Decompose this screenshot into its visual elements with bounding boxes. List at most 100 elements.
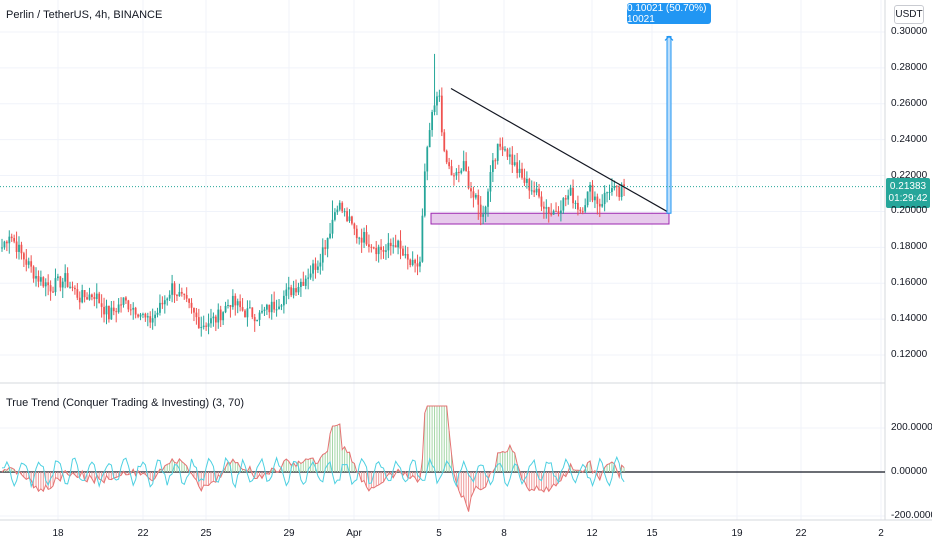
true-trend-oscillator xyxy=(0,405,885,512)
candle-body xyxy=(49,285,52,292)
price-axis-tick: 0.30000 xyxy=(891,26,928,37)
candle-body xyxy=(275,309,278,311)
candle-body xyxy=(594,196,596,201)
candle-body xyxy=(387,242,390,251)
candle-body xyxy=(394,245,397,248)
candle-body xyxy=(336,209,339,213)
candle-body xyxy=(453,175,455,177)
candle-body xyxy=(467,171,470,189)
currency-button[interactable]: USDT xyxy=(894,5,924,24)
candle-body xyxy=(525,178,528,183)
price-axis-tick: 0.12000 xyxy=(891,349,928,360)
candle-body xyxy=(129,309,132,311)
candle-body xyxy=(460,170,463,173)
candle-body xyxy=(319,262,322,267)
candle-body xyxy=(496,143,499,161)
candle-body xyxy=(540,196,543,207)
candle-body xyxy=(409,259,412,265)
candle-body xyxy=(30,261,33,267)
candle-body xyxy=(108,305,110,320)
candle-body xyxy=(382,249,385,252)
candle-body xyxy=(555,210,557,212)
candle-body xyxy=(433,105,436,112)
candle-body xyxy=(365,231,368,245)
candle-body xyxy=(470,188,472,192)
candle-body xyxy=(385,250,387,252)
candle-body xyxy=(533,190,536,193)
candle-body xyxy=(295,288,297,293)
candle-body xyxy=(139,314,142,317)
candle-body xyxy=(59,276,62,288)
candle-body xyxy=(321,247,324,263)
candle-body xyxy=(88,294,91,300)
current-price-tag: 0.21383 01:29:42 xyxy=(886,178,930,208)
candle-body xyxy=(222,312,225,321)
candle-body xyxy=(20,244,23,254)
candle-body xyxy=(98,293,101,304)
candle-body xyxy=(615,186,618,188)
candle-body xyxy=(159,302,161,313)
price-axis-tick: 0.28000 xyxy=(891,61,928,73)
candle-body xyxy=(620,184,623,197)
candle-body xyxy=(355,228,358,239)
candle-body xyxy=(251,307,254,318)
candle-body xyxy=(76,289,79,298)
candle-body xyxy=(552,210,555,215)
candle-body xyxy=(613,186,616,189)
candle-body xyxy=(207,323,210,327)
candle-body xyxy=(163,300,166,305)
oscillator-fast-line xyxy=(1,455,625,489)
candle-body xyxy=(341,202,344,212)
candle-body xyxy=(52,291,54,293)
candle-body xyxy=(368,244,370,247)
candle-body xyxy=(329,233,331,238)
countdown-timer: 01:29:42 xyxy=(888,193,928,204)
descending-trend-line[interactable] xyxy=(450,88,668,212)
candle-body xyxy=(518,168,521,173)
time-axis-tick: 19 xyxy=(731,528,743,539)
candle-body xyxy=(508,154,511,157)
candle-body xyxy=(219,309,222,321)
candle-body xyxy=(406,254,409,260)
oscillator-axis-tick: -200.00000 xyxy=(891,510,932,521)
candle-body xyxy=(100,303,103,307)
candle-body xyxy=(545,207,548,209)
candle-body xyxy=(550,213,553,215)
candle-body xyxy=(513,162,516,166)
candle-body xyxy=(358,237,361,239)
candle-body xyxy=(81,290,84,303)
candle-body xyxy=(445,150,448,163)
candle-body xyxy=(132,307,135,310)
candle-body xyxy=(39,277,42,282)
current-price-value: 0.21383 xyxy=(889,181,927,192)
candle-body xyxy=(185,295,188,299)
candle-body xyxy=(482,214,485,217)
candle-body xyxy=(450,166,453,176)
candle-body xyxy=(95,293,98,299)
candle-body xyxy=(193,307,195,313)
candle-body xyxy=(423,171,426,216)
candle-body xyxy=(440,95,443,133)
candle-body xyxy=(569,187,572,196)
candle-body xyxy=(474,194,477,198)
support-zone-rect[interactable] xyxy=(430,212,670,225)
candle-body xyxy=(156,312,159,315)
candle-body xyxy=(161,302,164,305)
time-axis-tick: 15 xyxy=(646,528,658,539)
candle-body xyxy=(562,198,565,211)
candle-body xyxy=(375,247,378,255)
trend-line xyxy=(450,88,668,212)
candle-body xyxy=(380,246,382,250)
candle-body xyxy=(8,236,11,244)
candle-body xyxy=(511,154,514,166)
candle-body xyxy=(377,246,380,255)
candle-body xyxy=(542,206,545,209)
candle-body xyxy=(596,196,599,204)
candle-body xyxy=(504,149,506,151)
candle-body xyxy=(426,147,429,172)
candle-body xyxy=(285,289,288,296)
candle-body xyxy=(299,281,302,287)
candle-body xyxy=(3,241,6,248)
candle-body xyxy=(214,316,217,323)
